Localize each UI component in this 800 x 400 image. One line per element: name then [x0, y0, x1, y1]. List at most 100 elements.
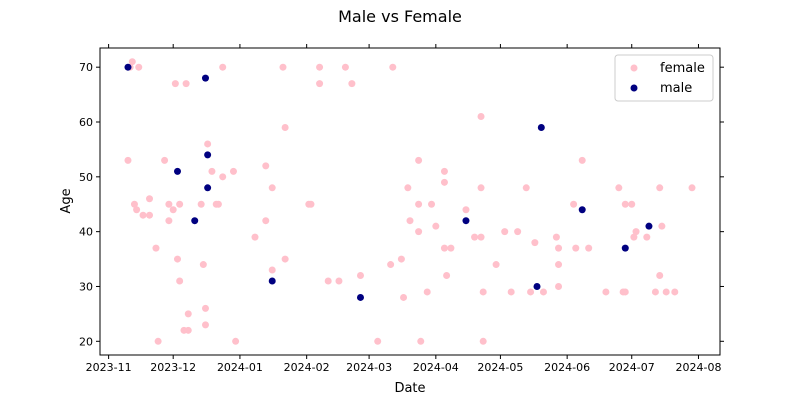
point-female	[324, 277, 332, 285]
point-female	[479, 337, 487, 345]
y-tick-label: 70	[79, 61, 93, 74]
point-female	[128, 58, 136, 66]
point-female	[341, 63, 349, 71]
point-female	[232, 337, 240, 345]
point-male	[356, 293, 364, 301]
point-female	[201, 321, 209, 329]
point-female	[152, 244, 160, 252]
point-female	[251, 233, 259, 241]
point-female	[440, 167, 448, 175]
x-tick-label: 2024-08	[675, 361, 721, 374]
point-female	[671, 288, 679, 296]
point-female	[268, 266, 276, 274]
point-female	[555, 244, 563, 252]
point-female	[161, 156, 169, 164]
point-female	[572, 244, 580, 252]
point-female	[440, 178, 448, 186]
point-female	[316, 63, 324, 71]
legend-label-male: male	[660, 81, 692, 96]
point-female	[417, 337, 425, 345]
point-male	[621, 244, 629, 252]
x-tick-label: 2023-12	[150, 361, 196, 374]
point-female	[555, 261, 563, 269]
point-female	[400, 293, 408, 301]
point-female	[404, 184, 412, 192]
y-axis: 20 30 40 50 60 70	[79, 61, 724, 348]
point-female	[268, 184, 276, 192]
point-female	[507, 288, 515, 296]
x-tick-label: 2024-07	[609, 361, 655, 374]
point-female	[146, 195, 154, 203]
point-female	[656, 184, 664, 192]
point-female	[204, 140, 212, 148]
point-female	[415, 228, 423, 236]
point-female	[440, 244, 448, 252]
point-female	[539, 288, 547, 296]
point-female	[415, 156, 423, 164]
point-female	[522, 184, 530, 192]
legend-marker-male	[630, 84, 638, 92]
point-female	[201, 304, 209, 312]
legend-box	[614, 54, 714, 102]
point-female	[281, 123, 289, 131]
y-tick-label: 30	[79, 280, 93, 293]
point-female	[447, 244, 455, 252]
legend-marker-female	[630, 64, 638, 72]
point-female	[643, 233, 651, 241]
plot-area-frame	[99, 47, 721, 356]
point-female	[615, 184, 623, 192]
point-female	[570, 200, 578, 208]
point-male	[268, 277, 276, 285]
point-male	[537, 123, 545, 131]
point-female	[229, 167, 237, 175]
point-female	[197, 200, 205, 208]
point-female	[397, 255, 405, 263]
point-female	[406, 217, 414, 225]
point-male	[204, 184, 212, 192]
point-female	[154, 337, 162, 345]
x-tick-label: 2024-06	[544, 361, 590, 374]
point-female	[477, 113, 485, 121]
point-female	[279, 63, 287, 71]
point-female	[415, 200, 423, 208]
point-female	[389, 63, 397, 71]
point-female	[658, 222, 666, 230]
point-female	[443, 272, 451, 280]
point-female	[428, 200, 436, 208]
point-female	[374, 337, 382, 345]
point-female	[176, 200, 184, 208]
x-tick-label: 2024-01	[217, 361, 263, 374]
y-axis-label: Age	[59, 188, 74, 213]
point-male	[578, 206, 586, 214]
x-tick-label: 2024-04	[413, 361, 459, 374]
point-female	[199, 261, 207, 269]
point-female	[348, 80, 356, 88]
y-tick-label: 60	[79, 116, 93, 129]
point-female	[184, 310, 192, 318]
point-female	[651, 288, 659, 296]
point-male	[191, 217, 199, 225]
point-female	[356, 272, 364, 280]
point-female	[662, 288, 670, 296]
point-female	[182, 80, 190, 88]
data-points	[124, 58, 696, 345]
chart-title: Male vs Female	[338, 7, 462, 26]
point-female	[335, 277, 343, 285]
y-tick-label: 50	[79, 171, 93, 184]
x-tick-label: 2023-11	[86, 361, 132, 374]
point-male	[462, 217, 470, 225]
point-female	[471, 233, 479, 241]
y-tick-label: 40	[79, 226, 93, 239]
point-female	[133, 206, 141, 214]
point-female	[492, 261, 500, 269]
point-female	[602, 288, 610, 296]
point-female	[171, 80, 179, 88]
legend-label-female: female	[660, 61, 705, 76]
point-female	[477, 184, 485, 192]
point-female	[514, 228, 522, 236]
series-female	[124, 58, 696, 345]
point-female	[176, 277, 184, 285]
point-female	[219, 173, 227, 181]
point-female	[281, 255, 289, 263]
point-female	[501, 228, 509, 236]
